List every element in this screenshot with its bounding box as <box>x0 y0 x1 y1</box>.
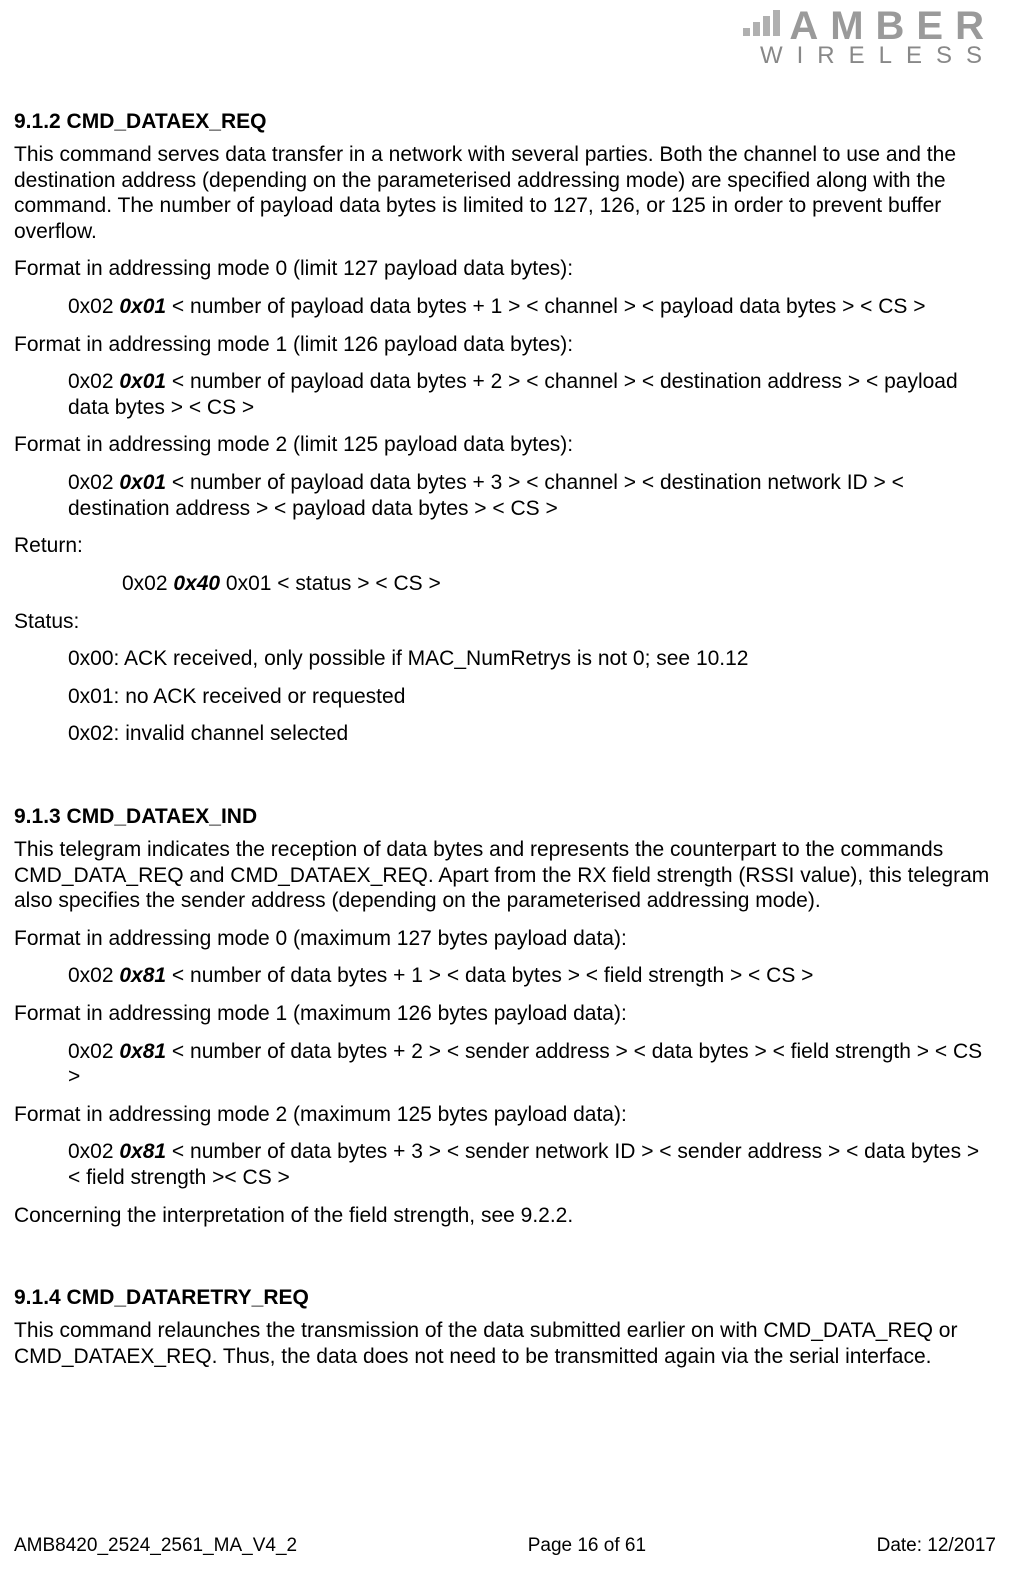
ret-bold: 0x40 <box>173 572 220 595</box>
fmt0-label-912: Format in addressing mode 0 (limit 127 p… <box>14 256 996 282</box>
brand-logo: AMBER WIRELESS <box>743 6 996 68</box>
fmt1-pre: 0x02 <box>68 370 119 393</box>
fmt1-label-912: Format in addressing mode 1 (limit 126 p… <box>14 332 996 358</box>
fmt2-line-913: 0x02 0x81 < number of data bytes + 3 > <… <box>14 1139 996 1190</box>
status-2: 0x02: invalid channel selected <box>14 721 996 747</box>
fmt1-post-913: < number of data bytes + 2 > < sender ad… <box>68 1040 982 1089</box>
signal-bars-icon <box>743 10 783 36</box>
status-0: 0x00: ACK received, only possible if MAC… <box>14 646 996 672</box>
ret-pre: 0x02 <box>122 572 173 595</box>
heading-913: 9.1.3 CMD_DATAEX_IND <box>14 805 996 829</box>
fmt0-label-913: Format in addressing mode 0 (maximum 127… <box>14 926 996 952</box>
fmt2-post: < number of payload data bytes + 3 > < c… <box>68 471 904 520</box>
footer-left: AMB8420_2524_2561_MA_V4_2 <box>14 1535 297 1557</box>
page-content: 9.1.2 CMD_DATAEX_REQ This command serves… <box>14 100 996 1517</box>
heading-914: 9.1.4 CMD_DATARETRY_REQ <box>14 1286 996 1310</box>
fmt1-line-913: 0x02 0x81 < number of data bytes + 2 > <… <box>14 1039 996 1090</box>
fmt0-bold: 0x01 <box>119 295 166 318</box>
status-label: Status: <box>14 609 996 635</box>
ret-post: 0x01 < status > < CS > <box>220 572 441 595</box>
return-line: 0x02 0x40 0x01 < status > < CS > <box>14 571 996 597</box>
para-914-intro: This command relaunches the transmission… <box>14 1318 996 1369</box>
para-913-intro: This telegram indicates the reception of… <box>14 837 996 914</box>
fmt0-line-912: 0x02 0x01 < number of payload data bytes… <box>14 294 996 320</box>
logo-text-bottom: WIRELESS <box>743 44 996 68</box>
fmt2-pre: 0x02 <box>68 471 119 494</box>
fmt0-post-913: < number of data bytes + 1 > < data byte… <box>166 964 813 987</box>
para-913-outro: Concerning the interpretation of the fie… <box>14 1203 996 1229</box>
fmt0-post: < number of payload data bytes + 1 > < c… <box>166 295 925 318</box>
fmt2-label-912: Format in addressing mode 2 (limit 125 p… <box>14 432 996 458</box>
fmt2-label-913: Format in addressing mode 2 (maximum 125… <box>14 1102 996 1128</box>
fmt2-bold: 0x01 <box>119 471 166 494</box>
fmt0-line-913: 0x02 0x81 < number of data bytes + 1 > <… <box>14 963 996 989</box>
fmt1-bold-913: 0x81 <box>119 1040 166 1063</box>
fmt2-line-912: 0x02 0x01 < number of payload data bytes… <box>14 470 996 521</box>
footer-right: Date: 12/2017 <box>877 1535 996 1557</box>
return-label: Return: <box>14 533 996 559</box>
fmt1-bold: 0x01 <box>119 370 166 393</box>
page-footer: AMB8420_2524_2561_MA_V4_2 Page 16 of 61 … <box>14 1535 996 1557</box>
heading-912: 9.1.2 CMD_DATAEX_REQ <box>14 110 996 134</box>
fmt1-line-912: 0x02 0x01 < number of payload data bytes… <box>14 369 996 420</box>
para-912-intro: This command serves data transfer in a n… <box>14 142 996 244</box>
fmt1-label-913: Format in addressing mode 1 (maximum 126… <box>14 1001 996 1027</box>
fmt2-post-913: < number of data bytes + 3 > < sender ne… <box>68 1140 979 1189</box>
fmt0-bold-913: 0x81 <box>119 964 166 987</box>
fmt2-pre-913: 0x02 <box>68 1140 119 1163</box>
status-1: 0x01: no ACK received or requested <box>14 684 996 710</box>
fmt1-pre-913: 0x02 <box>68 1040 119 1063</box>
fmt2-bold-913: 0x81 <box>119 1140 166 1163</box>
footer-center: Page 16 of 61 <box>528 1535 646 1557</box>
fmt0-pre-913: 0x02 <box>68 964 119 987</box>
fmt1-post: < number of payload data bytes + 2 > < c… <box>68 370 958 419</box>
fmt0-pre: 0x02 <box>14 295 119 318</box>
